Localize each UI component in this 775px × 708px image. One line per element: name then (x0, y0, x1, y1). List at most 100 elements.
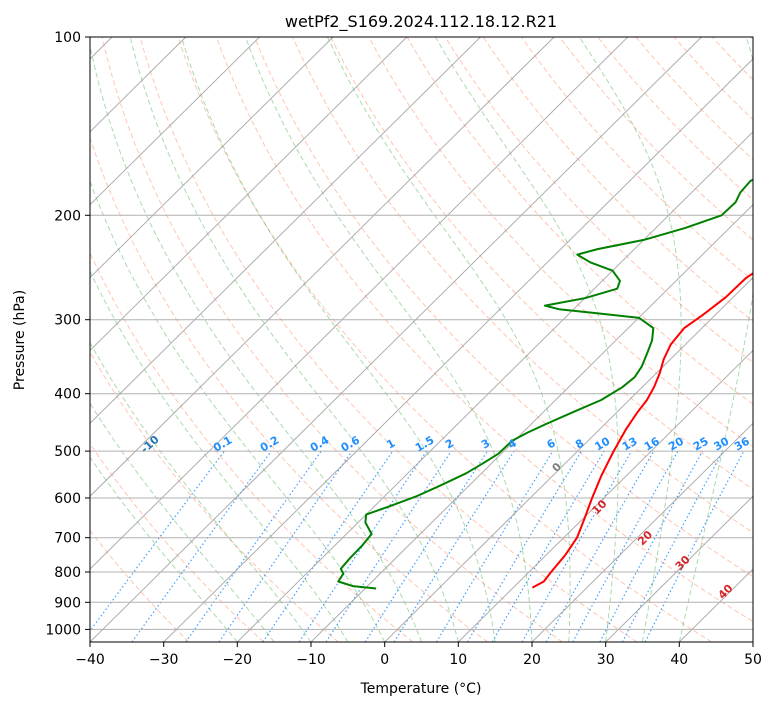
dry-adiabat-line (177, 37, 712, 642)
moist-adiabat-line (245, 37, 533, 642)
mixing-ratio-line (599, 450, 704, 642)
sounding-profiles (337, 178, 753, 590)
dry-adiabat-line (749, 37, 753, 41)
y-tick-label: 600 (54, 491, 81, 507)
isotherm-line (90, 37, 260, 206)
dry-adiabat-line (711, 37, 753, 81)
moist-adiabat-line (90, 341, 312, 642)
isotherm-line (605, 495, 753, 642)
x-tick-label: −40 (75, 652, 105, 668)
y-tick-label: 200 (54, 208, 81, 224)
moist-adiabat-label: 10 (590, 497, 610, 517)
isotherm-line (90, 37, 334, 279)
dry-adiabat-line (330, 37, 753, 490)
dry-adiabat-line (673, 37, 753, 121)
mixing-ratio-line (218, 450, 353, 642)
x-tick-label: 20 (523, 652, 541, 668)
dewpoint-profile (337, 178, 753, 590)
mixing-ratio-line (90, 450, 225, 632)
y-tick-label: 700 (54, 531, 81, 547)
moist-adiabat-line (90, 402, 275, 642)
dry-adiabat-line (215, 37, 753, 623)
moist-adiabat-line (181, 37, 496, 642)
moist-adiabat-line (678, 37, 753, 642)
isotherm-line (752, 641, 753, 642)
dry-adiabat-line (368, 37, 753, 448)
x-axis-ticks: −40 −30 −20 −10 0 10 20 30 40 50 (75, 642, 762, 668)
mixing-ratio-line (185, 450, 322, 642)
isotherm-line (384, 276, 753, 642)
mixing-ratio-line (325, 450, 452, 642)
y-tick-label: 400 (54, 387, 81, 403)
mixing-ratio-line (364, 450, 488, 642)
mixing-ratio-line (262, 450, 394, 642)
moist-adiabat-line (90, 179, 386, 642)
mixing-ratio-label: 1 (384, 437, 397, 452)
dry-adiabat-line (559, 37, 753, 241)
moist-adiabat-line (90, 270, 349, 642)
y-tick-label: 1000 (45, 622, 81, 638)
x-axis-label: Temperature (°C) (360, 681, 482, 697)
background-reference-lines (90, 37, 753, 642)
mixing-ratio-line (131, 450, 272, 642)
moist-adiabat-line (129, 37, 459, 642)
y-tick-label: 500 (54, 444, 81, 460)
mixing-ratio-label: 6 (545, 436, 558, 451)
isotherm-line (90, 37, 555, 497)
dry-adiabat-line (292, 37, 753, 534)
mixing-ratio-line (572, 450, 679, 642)
isotherm-line (310, 203, 753, 642)
x-tick-label: −10 (296, 652, 326, 668)
moist-adiabat-label: 30 (673, 553, 693, 573)
y-tick-label: 800 (54, 565, 81, 581)
temperature-profile (531, 272, 753, 589)
isotherm-line (90, 37, 629, 570)
dry-adiabat-line (406, 37, 753, 405)
y-axis-label: Pressure (hPa) (12, 290, 28, 390)
x-tick-label: −20 (223, 652, 253, 668)
isotherm-line (90, 37, 702, 642)
dry-adiabat-line (482, 37, 753, 322)
mixing-ratio-line (644, 450, 745, 642)
dry-adiabat-label: -10 (138, 433, 162, 456)
isotherm-line (90, 37, 408, 352)
dry-adiabat-line (90, 529, 190, 642)
isotherm-line (457, 349, 753, 642)
y-tick-label: 300 (54, 313, 81, 329)
grid-lines (90, 37, 753, 642)
mixing-ratio-line (435, 450, 554, 642)
dry-adiabat-line (139, 37, 638, 642)
dry-adiabat-line (101, 37, 563, 642)
mixing-ratio-line (545, 450, 655, 642)
y-tick-label: 100 (54, 30, 81, 46)
plot-frame (89, 36, 754, 643)
x-tick-label: 0 (380, 652, 389, 668)
mixing-ratio-label: 2 (443, 437, 456, 452)
moist-adiabat-line (90, 43, 422, 642)
x-tick-label: 10 (449, 652, 467, 668)
dry-adiabat-line (521, 37, 753, 282)
x-tick-label: 40 (670, 652, 688, 668)
dry-adiabat-line (90, 351, 339, 642)
y-axis-ticks: 100 200 300 400 500 600 700 800 900 1000 (45, 30, 90, 638)
x-tick-label: 50 (744, 652, 762, 668)
y-tick-label: 900 (54, 595, 81, 611)
isotherm-line (163, 58, 753, 642)
mixing-ratio-line (298, 450, 427, 642)
dry-adiabat-line (635, 37, 753, 161)
moist-adiabat-line (327, 37, 571, 642)
moist-adiabat-line (435, 37, 619, 642)
moist-adiabat-label: 40 (716, 581, 736, 601)
x-tick-label: 30 (597, 652, 615, 668)
moist-adiabat-line (90, 456, 238, 642)
dry-adiabat-line (90, 442, 264, 642)
chart-title: wetPf2_S169.2024.112.18.12.R21 (285, 12, 557, 32)
dry-adiabat-line (90, 251, 414, 642)
moist-adiabat-line (578, 37, 682, 642)
isotherm-line (90, 37, 481, 425)
isotherm-line (678, 568, 753, 642)
dry-adiabat-line (254, 37, 753, 578)
isotherm-line (236, 131, 753, 642)
dry-adiabat-line (90, 136, 488, 642)
